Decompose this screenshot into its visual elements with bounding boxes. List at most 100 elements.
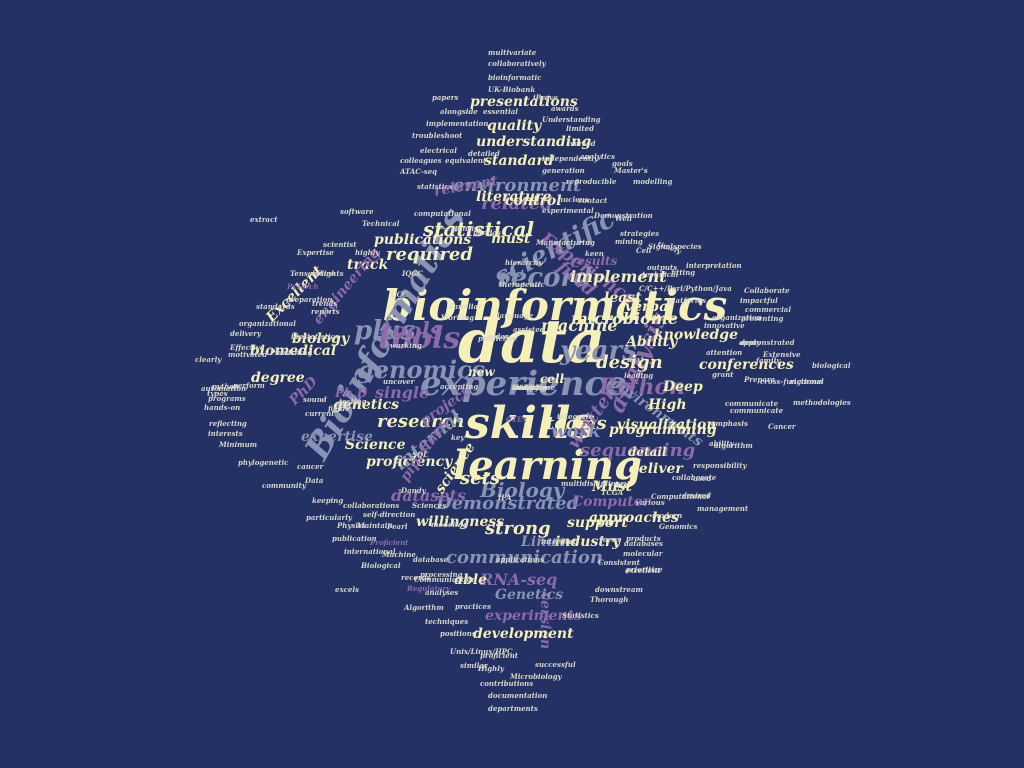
- word-tcga: TCGA: [601, 488, 624, 497]
- word-proficient: proficient: [480, 651, 519, 660]
- word-troubleshoot: troubleshoot: [412, 131, 463, 140]
- word-genomics: Genomics: [659, 522, 698, 531]
- word-practices: practices: [455, 602, 491, 611]
- word-cancer: Cancer: [768, 422, 796, 431]
- word-database: database: [413, 555, 449, 564]
- word-communicate: communicate: [730, 406, 784, 415]
- word-presentations: presentations: [470, 94, 578, 110]
- word-automation: automation: [201, 384, 247, 393]
- word-presenting: presenting: [741, 314, 784, 323]
- word-tensorflow: TensorFlow: [290, 269, 335, 278]
- word-apply: apply: [739, 338, 761, 347]
- word-integrate: integrate: [557, 412, 594, 421]
- word-accepting: accepting: [440, 382, 479, 391]
- word-species: species: [673, 242, 702, 251]
- word-bioinformatic: bioinformatic: [488, 73, 542, 82]
- word-familiar: Familiar: [449, 302, 482, 311]
- word-fitting: fitting: [671, 268, 696, 277]
- word-proficient: Proficient: [370, 538, 409, 547]
- word-sets: sets: [460, 468, 501, 489]
- word-multidisciplinary: multidisciplinary: [561, 479, 629, 488]
- word-dandy: Dandy: [401, 486, 426, 495]
- word-bioinformatics: bioinformatics: [383, 281, 728, 330]
- word-related: related: [481, 193, 553, 214]
- word-expertise: Expertise: [297, 248, 334, 257]
- word-least: least: [604, 290, 642, 306]
- word-computational: Computational: [651, 492, 710, 501]
- word-skills: skills: [465, 398, 596, 449]
- word-papers: papers: [432, 93, 459, 102]
- word-strategies: strategies: [620, 229, 660, 238]
- word-extensive: Extensive: [763, 350, 801, 359]
- word-interpretation: interpretation: [686, 261, 742, 270]
- word-sequencing: sequencing: [580, 440, 696, 461]
- word-prioritize: prioritize: [626, 565, 663, 574]
- word-perform: perform: [233, 381, 265, 390]
- word-self-direction: self-direction: [363, 510, 416, 519]
- word-cancer: cancer: [297, 462, 324, 471]
- word-working: working: [390, 341, 422, 350]
- word-reflecting: reflecting: [209, 419, 247, 428]
- word-delivery: delivery: [230, 329, 261, 338]
- word-demonstrated: demonstrated: [740, 338, 795, 347]
- word-testing: testing: [339, 397, 367, 406]
- word-downstream: downstream: [595, 585, 643, 594]
- word-family: family: [756, 356, 781, 365]
- word-communicate: communicate: [725, 399, 779, 408]
- word-biology: Biology: [480, 478, 565, 502]
- word-publishing: Publishing: [270, 348, 313, 357]
- word-modern: modern: [652, 511, 683, 520]
- word-successful: successful: [535, 660, 576, 669]
- word-documentation: documentation: [488, 691, 548, 700]
- word-ability: Ability: [626, 334, 678, 350]
- word-rigorous: rigorous: [790, 377, 824, 386]
- word-collaborate: Collaborate: [744, 286, 790, 295]
- word-communication: communication: [446, 547, 603, 568]
- word-exclusive: exclusive: [512, 383, 548, 392]
- word-biological: Biological: [361, 561, 401, 570]
- word-data: Data: [305, 476, 324, 485]
- word-learning: learning: [512, 383, 546, 392]
- word-years: years: [560, 336, 637, 366]
- word-alongside: alongside: [440, 107, 478, 116]
- word-ability: ability: [709, 439, 734, 448]
- word-approaches: approaches: [589, 510, 679, 526]
- word-deep: Deep: [663, 379, 703, 395]
- word-design: design: [596, 352, 663, 373]
- word-python: python: [212, 382, 240, 391]
- word-physics: Physics: [337, 521, 367, 530]
- word-attention: attention: [706, 348, 743, 357]
- word-computational: computational: [414, 209, 471, 218]
- word-sql: SQL: [412, 450, 429, 459]
- word-organization: organization: [712, 313, 762, 322]
- word-statistical: statistical: [423, 217, 535, 241]
- word-multivariate: multivariate: [488, 48, 537, 57]
- word-molecular: molecular: [623, 549, 663, 558]
- word-verbal: verbal: [625, 299, 674, 315]
- word-preparation: preparation: [286, 295, 333, 304]
- word-single: single: [375, 383, 430, 402]
- word-colleagues: colleagues: [400, 156, 442, 165]
- word-microbiology: Microbiology: [510, 672, 562, 681]
- word-desired: desired: [682, 491, 711, 500]
- word-software: software: [340, 207, 374, 216]
- word-track: track: [347, 257, 389, 273]
- word-machine: machine: [541, 316, 618, 335]
- word-international: international: [344, 547, 396, 556]
- word-interests: interests: [208, 429, 243, 438]
- word-must: must: [491, 231, 531, 247]
- word-generation: generation: [542, 166, 585, 175]
- word-platforms: platforms: [668, 296, 707, 305]
- word-scientist: scientist: [323, 240, 357, 249]
- word-proficiency: proficiency: [366, 454, 453, 470]
- word-community: community: [262, 481, 306, 490]
- word-mining: mining: [615, 237, 643, 246]
- word-key: key: [451, 433, 465, 442]
- word-c-c-perl-python-java: C/C++/Perl/Python/Java: [639, 284, 732, 293]
- word-standards: standards: [256, 302, 295, 311]
- word-types: types: [207, 389, 228, 398]
- word-departments: departments: [488, 704, 538, 713]
- word-extract: extract: [250, 215, 278, 224]
- word-work: work: [551, 421, 601, 442]
